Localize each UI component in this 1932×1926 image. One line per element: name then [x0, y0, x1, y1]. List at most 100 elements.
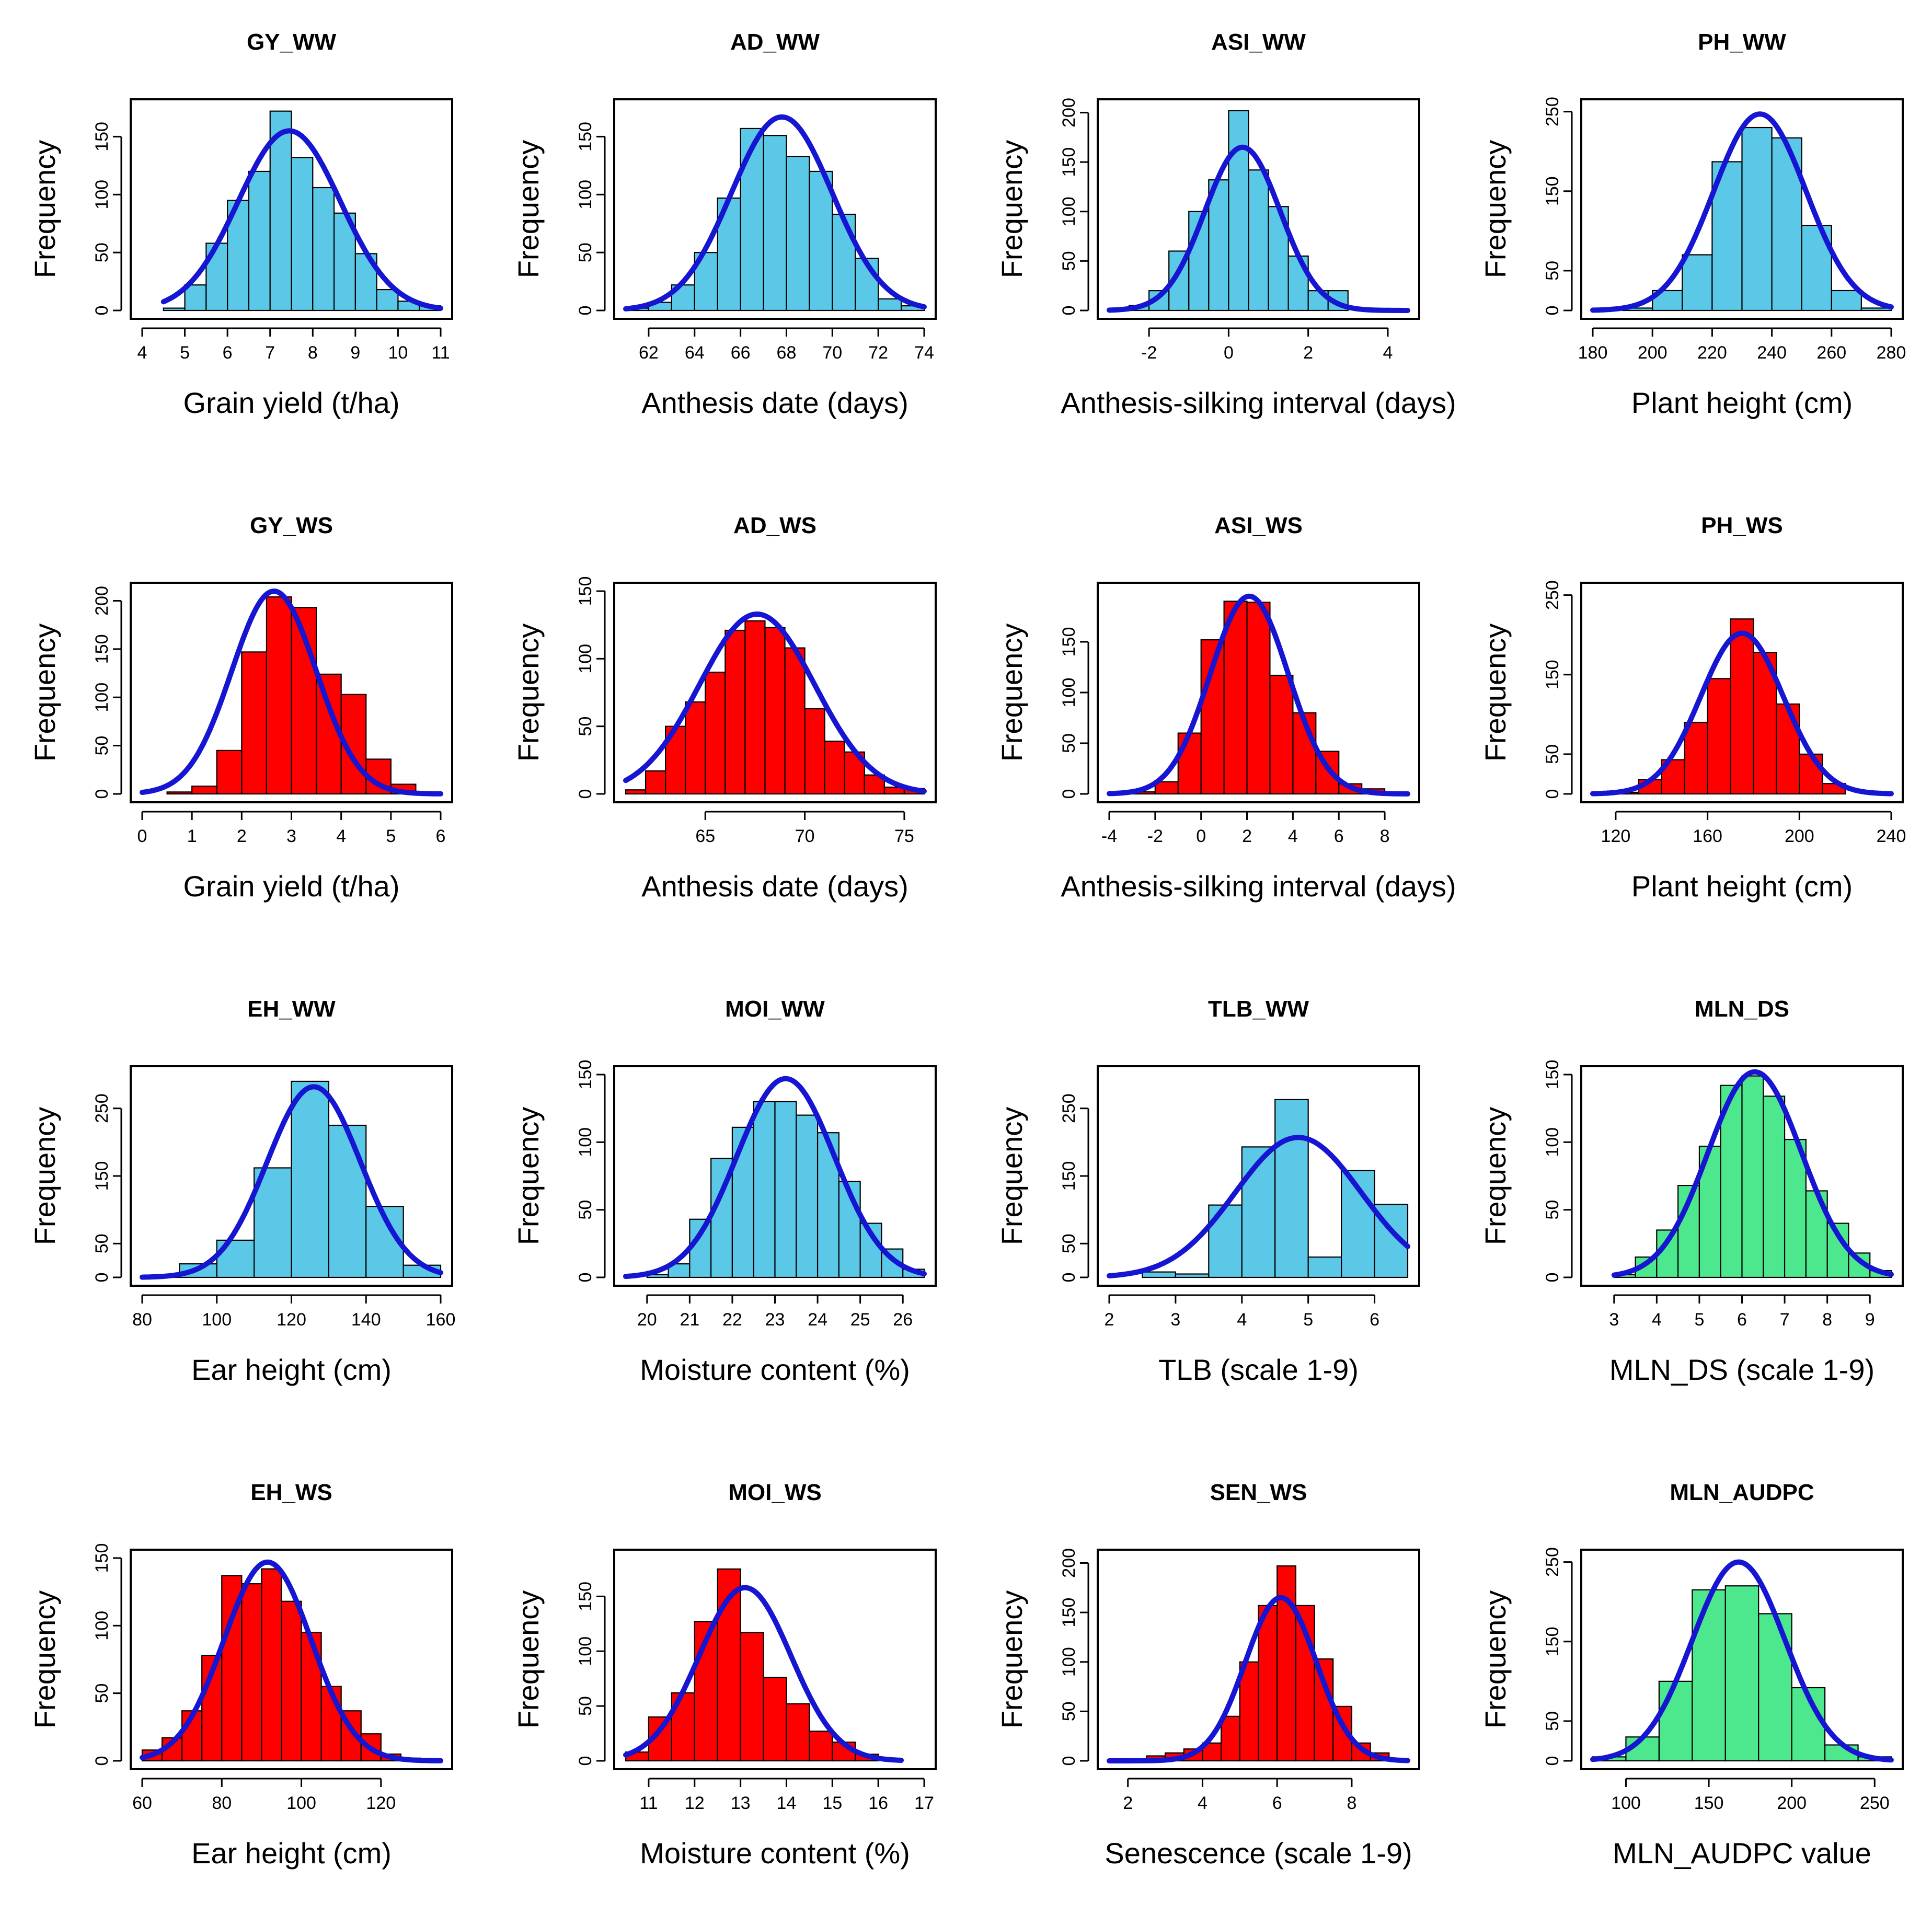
normal-fit-curve	[623, 114, 927, 312]
x-tick-label: 17	[914, 1793, 934, 1813]
y-tick-label: 150	[1059, 1161, 1079, 1191]
histogram-panel-ph-ws: PH_WS 120 160 200 240 0 50 150 250 Plant height (…	[1479, 513, 1906, 903]
panel-title: MLN_AUDPC	[1670, 1480, 1814, 1505]
x-tick-label: 15	[822, 1793, 842, 1813]
y-axis-title: Frequency	[1479, 140, 1512, 279]
y-tick-label: 150	[576, 576, 595, 606]
x-tick-label: 70	[822, 343, 842, 363]
histogram-bar	[1831, 290, 1862, 312]
histogram-panel-moi-ww: MOI_WW 20 21 22 23 24 25 26 0 50 100 150 Moisture co…	[512, 996, 937, 1386]
histogram-panel-gy-ww: GY_WW 4 5 6 7 8 9 10 11 0 50 100 150 Grain yield (t/h…	[28, 29, 453, 419]
x-tick-label: 2	[1242, 826, 1252, 846]
y-tick-label: 0	[1543, 1756, 1562, 1766]
y-tick-label: 150	[92, 1543, 112, 1573]
x-tick-label: 2	[237, 826, 247, 846]
y-tick-label: 100	[92, 1611, 112, 1641]
x-tick-label: 4	[336, 826, 346, 846]
histogram-panel-sen-ws: SEN_WS 2 4 6 8 0 50 100 150 200 Senescence (scale …	[995, 1480, 1420, 1870]
normal-fit-curve	[1107, 144, 1410, 313]
x-axis-title: Senescence (scale 1-9)	[1105, 1837, 1412, 1870]
histogram-bar	[796, 1114, 819, 1278]
y-tick-label: 0	[1543, 789, 1562, 799]
histogram-bar	[248, 170, 271, 312]
plot-frame	[1580, 582, 1904, 803]
x-axis-title: Anthesis date (days)	[641, 386, 908, 419]
panel-title: AD_WW	[730, 29, 820, 55]
y-tick-label: 100	[92, 180, 112, 210]
y-axis-title: Frequency	[28, 1590, 61, 1729]
y-tick-label: 150	[576, 1582, 595, 1611]
x-tick-label: 6	[1334, 826, 1344, 846]
histogram-bar	[763, 1677, 787, 1762]
y-axis-title: Frequency	[512, 140, 545, 279]
normal-fit-curve	[1107, 1135, 1410, 1278]
histogram-bar	[1692, 1589, 1726, 1762]
x-tick-label: 0	[1196, 826, 1206, 846]
x-tick-label: 6	[223, 343, 233, 363]
x-axis-title: Ear height (cm)	[191, 1353, 392, 1386]
panel-title: SEN_WS	[1210, 1480, 1307, 1505]
x-tick-label: 14	[777, 1793, 797, 1813]
y-tick-label: 150	[1059, 627, 1079, 657]
y-tick-label: 50	[1543, 1711, 1562, 1731]
histogram-bar	[1771, 137, 1802, 312]
histogram-bar	[1269, 674, 1294, 795]
normal-fit-curve	[1590, 630, 1894, 797]
plot-frame	[1580, 1549, 1904, 1770]
normal-fit-curve	[623, 612, 927, 794]
histogram-bar	[312, 187, 335, 312]
plot-frame	[1097, 98, 1420, 320]
histogram-bar	[241, 651, 268, 795]
x-tick-label: 68	[777, 343, 797, 363]
x-tick-label: 200	[1638, 343, 1668, 363]
histogram-bar	[1177, 732, 1202, 795]
normal-fit-curve	[140, 1084, 443, 1280]
x-tick-label: 140	[351, 1310, 381, 1330]
x-tick-label: 180	[1578, 343, 1608, 363]
x-tick-label: 80	[212, 1793, 232, 1813]
normal-fit-curve	[140, 589, 443, 797]
y-tick-label: 100	[576, 1636, 595, 1666]
normal-fit-curve	[623, 1585, 904, 1763]
y-tick-label: 100	[92, 683, 112, 712]
y-tick-label: 0	[1543, 1273, 1562, 1283]
x-tick-label: 3	[1170, 1310, 1180, 1330]
x-tick-label: 260	[1816, 343, 1846, 363]
x-axis-title: Ear height (cm)	[191, 1837, 392, 1870]
plot-frame	[1580, 1065, 1904, 1287]
y-tick-label: 50	[1543, 261, 1562, 281]
y-tick-label: 100	[1543, 1127, 1562, 1157]
x-axis-title: Anthesis-silking interval (days)	[1061, 870, 1456, 903]
y-axis-title: Frequency	[512, 1107, 545, 1245]
histogram-bar	[878, 298, 902, 312]
histogram-bar	[1258, 1605, 1278, 1762]
y-tick-label: 0	[1059, 789, 1079, 799]
x-tick-label: 200	[1777, 1793, 1807, 1813]
histogram-bar	[1741, 1075, 1764, 1278]
histogram-panel-moi-ws: MOI_WS 11 12 13 14 15 16 17 0 50 100 150 Moisture co…	[512, 1480, 937, 1870]
plot-frame	[130, 1549, 453, 1770]
x-axis-title: Grain yield (t/ha)	[183, 386, 400, 419]
y-tick-label: 50	[576, 1696, 595, 1716]
x-tick-label: 74	[914, 343, 934, 363]
x-tick-label: 7	[1780, 1310, 1790, 1330]
x-tick-label: 0	[137, 826, 147, 846]
histogram-bar	[360, 1733, 382, 1762]
x-tick-label: 100	[202, 1310, 232, 1330]
x-axis-title: Anthesis date (days)	[641, 870, 908, 903]
histogram-bar	[184, 284, 207, 312]
plot-frame	[613, 1549, 937, 1770]
x-tick-label: 100	[286, 1793, 316, 1813]
histogram-bar	[645, 770, 666, 795]
x-tick-label: 10	[388, 343, 408, 363]
histogram-bar	[1239, 1661, 1259, 1762]
y-tick-label: 150	[92, 634, 112, 664]
x-axis-title: Grain yield (t/ha)	[183, 870, 400, 903]
x-tick-label: 6	[1737, 1310, 1747, 1330]
y-tick-label: 50	[1059, 1233, 1079, 1253]
panel-title: GY_WS	[250, 513, 333, 538]
histogram-bar	[315, 673, 342, 795]
histogram-panel-tlb-ww: TLB_WW 2 3 4 5 6 0 50 150 250 TLB (scale 1-9) Frequ…	[995, 996, 1420, 1386]
histogram-bar	[291, 157, 314, 312]
